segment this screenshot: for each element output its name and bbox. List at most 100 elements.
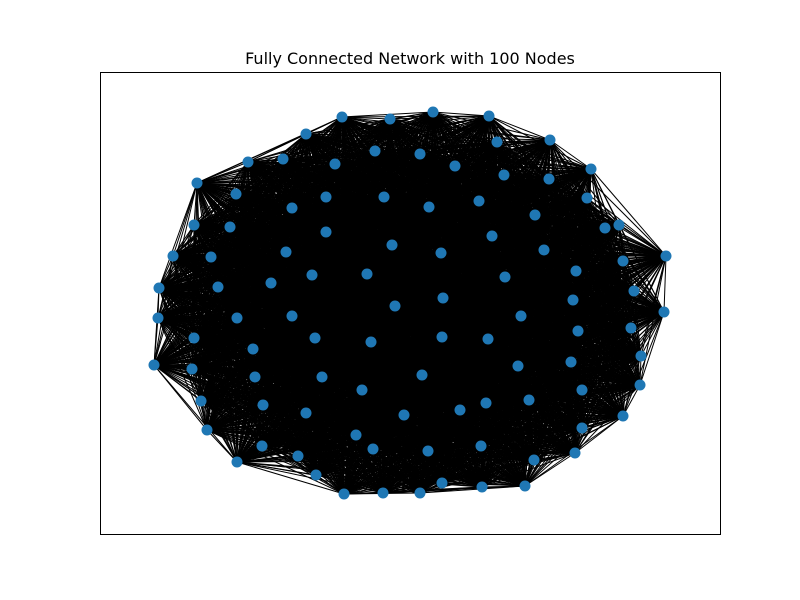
edge bbox=[586, 197, 667, 257]
edge bbox=[355, 434, 429, 452]
edge bbox=[432, 111, 490, 117]
edge bbox=[325, 196, 480, 202]
edge bbox=[305, 133, 498, 143]
network-node bbox=[543, 173, 555, 185]
edge bbox=[361, 384, 641, 391]
edge bbox=[158, 182, 198, 289]
edge bbox=[419, 153, 592, 170]
network-node bbox=[585, 163, 597, 175]
edge bbox=[315, 474, 384, 494]
edge bbox=[297, 455, 384, 494]
edge bbox=[291, 200, 480, 209]
edge bbox=[297, 455, 535, 461]
network-node bbox=[191, 177, 203, 189]
edge bbox=[291, 206, 430, 209]
network-node bbox=[660, 250, 672, 262]
network-node bbox=[329, 158, 341, 170]
edge bbox=[172, 235, 493, 257]
edge bbox=[574, 355, 642, 454]
edge bbox=[157, 305, 396, 319]
edge bbox=[206, 414, 405, 431]
edge bbox=[172, 255, 368, 275]
edge bbox=[236, 461, 526, 487]
edge bbox=[158, 193, 237, 289]
edge bbox=[236, 461, 345, 495]
edge bbox=[577, 330, 642, 357]
edge bbox=[517, 365, 641, 386]
edge bbox=[153, 255, 174, 366]
edge bbox=[236, 459, 535, 463]
edge bbox=[262, 389, 363, 406]
edge bbox=[236, 315, 522, 319]
edge bbox=[196, 161, 249, 184]
edge bbox=[543, 249, 667, 257]
edge bbox=[533, 427, 583, 461]
edge bbox=[236, 434, 357, 463]
network-node bbox=[205, 251, 217, 263]
network-node bbox=[483, 110, 495, 122]
edge bbox=[315, 459, 535, 476]
edge bbox=[315, 474, 483, 488]
edge bbox=[262, 404, 624, 417]
edge bbox=[206, 429, 357, 436]
edge bbox=[206, 415, 624, 431]
edge bbox=[427, 450, 576, 454]
edge bbox=[200, 376, 256, 402]
edge bbox=[153, 361, 572, 366]
edge bbox=[491, 235, 667, 257]
edge bbox=[200, 399, 530, 402]
edge bbox=[158, 287, 635, 292]
edge bbox=[193, 214, 536, 226]
edge bbox=[210, 256, 624, 262]
network-node bbox=[613, 219, 625, 231]
edge bbox=[200, 400, 263, 447]
edge bbox=[572, 299, 665, 313]
edge bbox=[391, 244, 624, 262]
network-node bbox=[320, 191, 332, 203]
network-node bbox=[212, 281, 224, 293]
edge bbox=[262, 389, 583, 406]
edge bbox=[325, 214, 536, 233]
edge bbox=[575, 270, 635, 292]
edge bbox=[217, 235, 493, 288]
edge bbox=[196, 178, 550, 184]
edge bbox=[153, 337, 195, 366]
edge bbox=[153, 364, 238, 463]
edge bbox=[524, 452, 576, 487]
network-node bbox=[320, 226, 332, 238]
edge bbox=[193, 207, 293, 226]
edge bbox=[325, 196, 588, 199]
edge bbox=[496, 141, 588, 199]
edge bbox=[382, 459, 535, 494]
edge bbox=[172, 226, 231, 257]
network-node bbox=[384, 113, 396, 125]
edge bbox=[261, 414, 405, 447]
edge bbox=[206, 412, 307, 431]
network-node bbox=[300, 128, 312, 140]
edge bbox=[487, 338, 642, 357]
edge bbox=[196, 174, 505, 184]
edge bbox=[261, 445, 526, 487]
edge bbox=[229, 224, 620, 228]
network-node bbox=[473, 195, 485, 207]
chart-title: Fully Connected Network with 100 Nodes bbox=[245, 49, 575, 68]
network-node bbox=[414, 148, 426, 160]
edge bbox=[210, 256, 577, 272]
network-node bbox=[486, 230, 498, 242]
edge bbox=[172, 224, 195, 257]
edge bbox=[633, 290, 665, 313]
network-node bbox=[499, 271, 511, 283]
edge bbox=[193, 317, 238, 339]
network-node bbox=[361, 268, 373, 280]
network-node bbox=[581, 192, 593, 204]
edge bbox=[158, 287, 208, 431]
edge bbox=[421, 374, 624, 417]
edge bbox=[236, 455, 299, 463]
edge bbox=[297, 452, 576, 457]
edge bbox=[321, 374, 423, 378]
edge bbox=[481, 459, 535, 488]
edge bbox=[305, 412, 576, 454]
network-node bbox=[265, 277, 277, 289]
edge bbox=[262, 402, 487, 406]
network-node bbox=[286, 202, 298, 214]
